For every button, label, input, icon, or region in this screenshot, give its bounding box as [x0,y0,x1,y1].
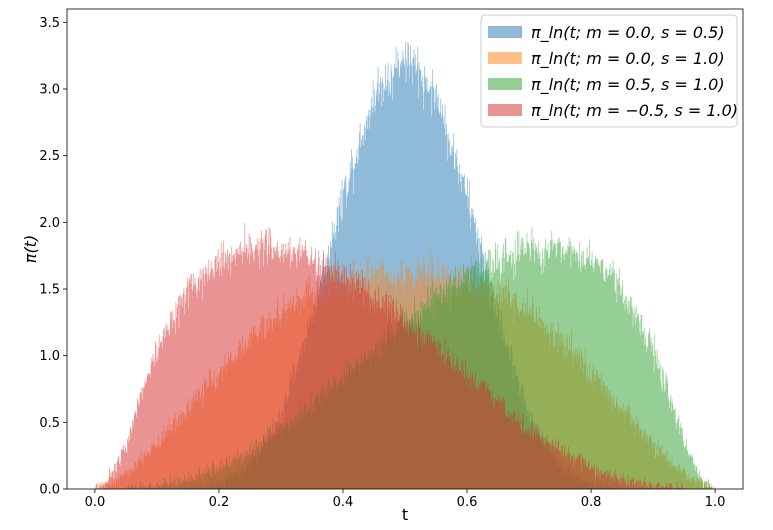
x-axis-label: t [402,505,408,524]
y-tick-label: 2.5 [39,149,60,164]
y-axis-label: π(t) [21,235,40,263]
x-tick-label: 1.0 [705,495,726,510]
legend-swatch-1 [488,26,522,38]
y-tick-label: 3.5 [39,16,60,31]
legend-swatch-4 [488,104,522,116]
legend-swatch-2 [488,52,522,64]
legend-label-1: π_ln(t; m = 0.0, s = 0.5) [531,23,725,43]
legend-label-4: π_ln(t; m = −0.5, s = 1.0) [531,101,738,121]
histogram-series-4 [94,223,685,489]
legend: π_ln(t; m = 0.0, s = 0.5) π_ln(t; m = 0.0… [480,14,738,128]
y-tick-label: 1.5 [39,283,60,298]
legend-swatch-3 [488,78,522,90]
x-tick-label: 0.2 [209,495,230,510]
y-tick-label: 0.0 [39,483,60,498]
x-tick-label: 0.6 [457,495,478,510]
y-tick-label: 1.0 [39,349,60,364]
legend-label-2: π_ln(t; m = 0.0, s = 1.0) [531,49,725,69]
y-axis-ticks: 0.0 0.5 1.0 1.5 2.0 2.5 3.0 3.5 [39,16,67,498]
plot-frame [66,8,744,490]
histogram-bars-layer [94,42,716,490]
x-axis-ticks: 0.0 0.2 0.4 0.6 0.8 1.0 [85,489,726,510]
x-tick-label: 0.8 [581,495,602,510]
x-tick-label: 0.0 [85,495,106,510]
y-tick-label: 0.5 [39,416,60,431]
y-tick-label: 2.0 [39,216,60,231]
legend-box [480,14,738,128]
x-tick-label: 0.4 [333,495,354,510]
legend-label-3: π_ln(t; m = 0.5, s = 1.0) [531,75,725,95]
y-tick-label: 3.0 [39,83,60,98]
